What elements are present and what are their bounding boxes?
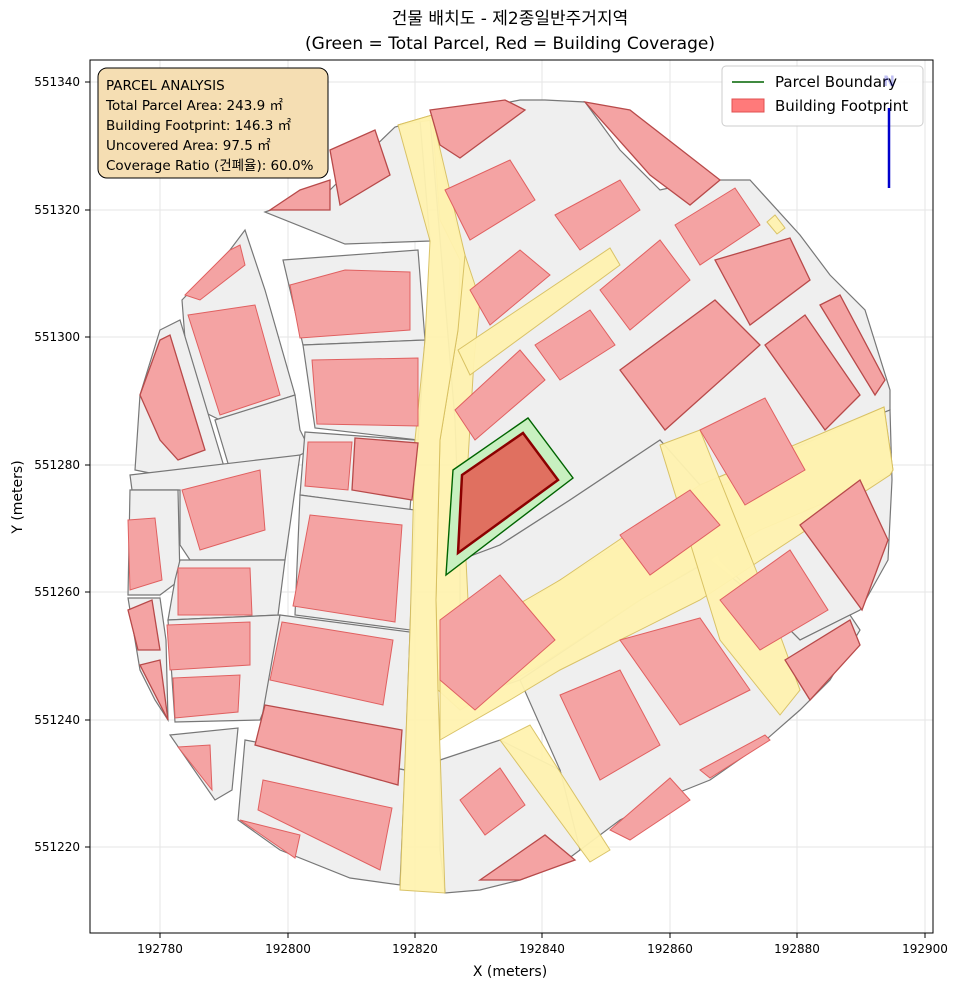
building xyxy=(469,249,551,326)
building xyxy=(311,357,419,427)
axes-frame xyxy=(89,59,934,934)
building xyxy=(254,704,403,786)
road xyxy=(457,247,621,376)
building xyxy=(139,334,206,461)
parcel-analysis-box: PARCEL ANALYSIS Total Parcel Area: 243.9… xyxy=(97,67,329,179)
info-heading: PARCEL ANALYSIS xyxy=(106,78,225,94)
building xyxy=(177,567,253,616)
building xyxy=(619,617,751,726)
y-tick-label: 551280 xyxy=(34,458,80,472)
building xyxy=(714,237,811,326)
building xyxy=(619,489,721,576)
building xyxy=(139,659,169,721)
building xyxy=(459,767,526,836)
building xyxy=(699,734,771,779)
x-tick-label: 192780 xyxy=(137,942,183,956)
y-axis-label: Y (meters) xyxy=(10,460,26,534)
y-tick-label: 551220 xyxy=(34,840,80,854)
building xyxy=(674,187,761,266)
building xyxy=(454,349,546,441)
north-label: N xyxy=(883,74,895,90)
building xyxy=(177,744,213,792)
building xyxy=(477,834,577,881)
y-tick-label: 551320 xyxy=(34,203,80,217)
road xyxy=(397,114,466,894)
y-tick-label: 551300 xyxy=(34,330,80,344)
building xyxy=(304,441,353,491)
x-tick-label: 192800 xyxy=(265,942,311,956)
building xyxy=(784,619,861,702)
building xyxy=(239,819,301,859)
building xyxy=(329,129,391,207)
building xyxy=(429,99,527,159)
building xyxy=(267,179,331,211)
legend-fill-swatch xyxy=(731,98,765,113)
building xyxy=(764,314,861,432)
building xyxy=(699,397,806,506)
building xyxy=(292,514,403,623)
building xyxy=(599,239,691,331)
building xyxy=(554,179,641,251)
building xyxy=(289,269,411,339)
legend-building-footprint: Building Footprint xyxy=(775,97,908,115)
building xyxy=(439,574,556,711)
road xyxy=(499,724,611,863)
building xyxy=(127,517,163,591)
building xyxy=(269,621,394,706)
building xyxy=(187,304,281,416)
legend-parcel-boundary: Parcel Boundary xyxy=(775,73,897,91)
legend: Parcel Boundary Building Footprint xyxy=(721,65,924,127)
y-axis: 551340 551320 551300 551280 551260 55124… xyxy=(10,75,90,854)
x-tick-label: 192860 xyxy=(647,942,693,956)
building xyxy=(619,299,761,431)
building xyxy=(534,309,616,381)
building xyxy=(166,621,251,671)
building xyxy=(583,101,722,206)
building xyxy=(351,437,419,501)
x-axis-label: X (meters) xyxy=(473,964,547,980)
building-layer xyxy=(127,99,889,881)
x-tick-label: 192840 xyxy=(519,942,565,956)
north-arrow: N xyxy=(883,74,895,188)
building xyxy=(172,674,241,719)
road xyxy=(766,214,786,235)
building xyxy=(799,478,889,612)
building xyxy=(127,599,161,651)
info-coverage: Coverage Ratio (건폐율): 60.0% xyxy=(106,158,314,174)
building xyxy=(184,244,246,301)
building xyxy=(719,549,829,651)
target-building-footprint xyxy=(456,431,560,556)
y-tick-label: 551260 xyxy=(34,585,80,599)
info-uncovered: Uncovered Area: 97.5 ㎡ xyxy=(106,138,271,154)
building xyxy=(444,159,536,241)
y-tick-label: 551240 xyxy=(34,713,80,727)
x-tick-label: 192900 xyxy=(902,942,948,956)
x-tick-label: 192880 xyxy=(774,942,820,956)
x-tick-label: 192820 xyxy=(392,942,438,956)
y-tick-label: 551340 xyxy=(34,75,80,89)
building xyxy=(181,469,266,551)
info-footprint: Building Footprint: 146.3 ㎡ xyxy=(106,118,292,134)
building xyxy=(257,779,393,871)
info-total-area: Total Parcel Area: 243.9 ㎡ xyxy=(105,98,283,114)
building xyxy=(609,777,691,841)
x-axis: 192780 192800 192820 192840 192860 19288… xyxy=(137,933,948,980)
chart-title: 건물 배치도 - 제2종일반주거지역 xyxy=(392,9,628,29)
building xyxy=(559,669,661,781)
chart-subtitle: (Green = Total Parcel, Red = Building Co… xyxy=(305,34,715,54)
building xyxy=(819,294,886,397)
